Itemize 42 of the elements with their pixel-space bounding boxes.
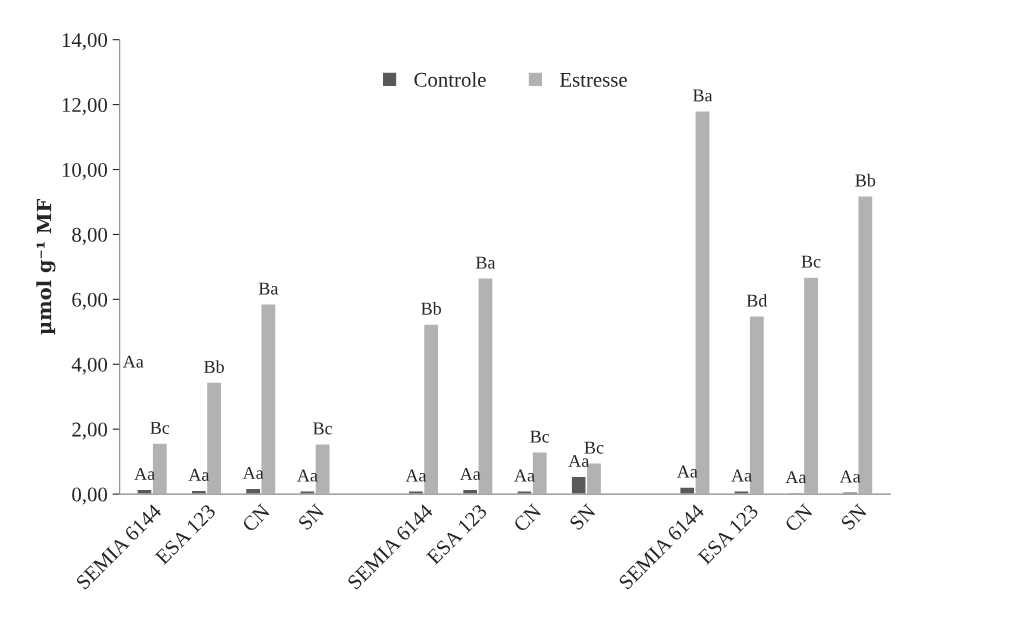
legend-label: Estresse	[559, 73, 627, 87]
x-tick-label: SN	[297, 503, 326, 531]
data-label: Aa	[242, 466, 264, 480]
y-tick-label: 6,00	[72, 292, 108, 310]
data-label: Bd	[746, 293, 768, 307]
data-label: Aa	[731, 469, 752, 482]
data-label: Aa	[188, 468, 210, 481]
data-label: Ba	[258, 282, 279, 295]
data-label: Aa	[839, 470, 861, 483]
data-label: Ba	[475, 256, 496, 269]
x-tick-label: SN	[569, 503, 597, 531]
data-label: Bb	[855, 173, 876, 187]
data-label: Aa	[134, 467, 155, 480]
x-tick-label: CN	[512, 503, 543, 533]
y-axis-title: µmol g⁻¹ MF	[36, 198, 56, 335]
y-tick-label: 4,00	[71, 357, 108, 375]
y-tick-label: 12,00	[62, 97, 108, 116]
data-label: Bb	[421, 302, 442, 315]
data-label: Aa	[405, 469, 427, 482]
annotation: Aa	[122, 355, 144, 368]
data-label: Aa	[785, 471, 807, 484]
y-tick-label: 0,00	[72, 487, 108, 505]
legend-label: Controle	[414, 72, 486, 87]
y-tick-label: 10,00	[62, 162, 108, 180]
data-label: Bc	[584, 441, 604, 454]
y-tick-label: 14,00	[62, 33, 108, 51]
data-label: Bc	[150, 421, 170, 434]
data-label: Bb	[204, 360, 224, 373]
x-tick-label: CN	[784, 503, 814, 533]
x-tick-label: SN	[840, 503, 868, 531]
data-label: Ba	[693, 89, 713, 102]
data-label: Aa	[514, 469, 535, 482]
y-tick-label: 8,00	[72, 227, 108, 245]
data-label: Bc	[313, 422, 333, 435]
x-tick-label: CN	[241, 503, 271, 533]
data-label: Aa	[459, 467, 481, 480]
data-label: Aa	[676, 465, 698, 478]
data-label: Bc	[530, 430, 550, 443]
data-label: Bc	[801, 255, 821, 268]
y-tick-label: 2,00	[72, 422, 108, 440]
data-label: Aa	[568, 454, 590, 468]
data-label: Aa	[297, 469, 318, 482]
